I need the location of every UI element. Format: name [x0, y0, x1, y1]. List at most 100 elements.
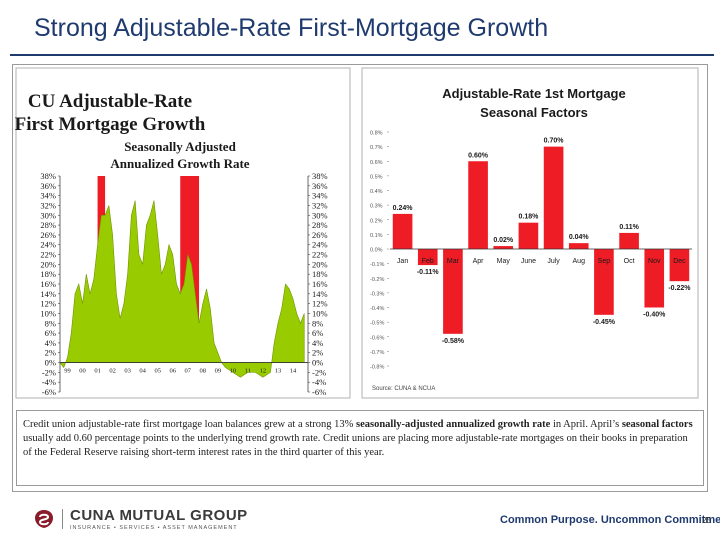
x-tick-label: 05 — [154, 368, 161, 375]
y-tick-right: -6% — [312, 387, 326, 397]
data-label: 0.60% — [468, 152, 489, 159]
bar-may — [493, 246, 514, 249]
x-tick-label: 00 — [79, 368, 86, 375]
data-label: -0.11% — [417, 269, 440, 276]
y-tick-left: 6% — [45, 328, 56, 338]
caption-bold-1: seasonally-adjusted annualized growth ra… — [355, 419, 551, 430]
y-tick-left: 30% — [40, 210, 56, 220]
y-tick-right: 20% — [312, 259, 328, 269]
growth-area-chart: CU Adjustable-Rate First Mortgage Growth… — [15, 67, 351, 399]
y-tick-label: -0.2% — [370, 277, 384, 283]
y-tick-label: -0.4% — [370, 306, 384, 312]
growth-chart-subtitle-line-1: Seasonally Adjusted — [124, 139, 236, 154]
seasonal-chart-title-line-2: Seasonal Factors — [480, 105, 588, 120]
y-tick-right: 10% — [312, 308, 328, 318]
y-tick-right: 0% — [312, 358, 323, 368]
y-tick-right: 26% — [312, 230, 328, 240]
footer-brand-name: CUNA MUTUAL GROUP — [70, 506, 248, 524]
data-label: 0.70% — [544, 138, 565, 145]
bar-sep — [594, 249, 614, 315]
y-tick-label: 0.2% — [370, 218, 383, 224]
x-tick-label: 07 — [185, 368, 192, 375]
y-tick-label: -0.3% — [370, 291, 384, 297]
y-tick-left: 14% — [40, 289, 56, 299]
bar-nov — [644, 249, 665, 308]
y-tick-label: 0.4% — [370, 189, 383, 195]
bar-oct — [619, 232, 639, 249]
slide-title: Strong Adjustable-Rate First-Mortgage Gr… — [34, 14, 549, 42]
seasonal-factors-bar-chart: Adjustable-Rate 1st Mortgage Seasonal Fa… — [361, 67, 699, 399]
y-tick-right: 4% — [312, 338, 323, 348]
seasonal-chart-source: Source: CUNA & NCUA — [372, 386, 435, 392]
y-tick-label: 0.7% — [370, 145, 383, 151]
y-tick-label: -0.6% — [370, 335, 384, 341]
footer-logo: CUNA MUTUAL GROUP INSURANCE • SERVICES •… — [32, 506, 248, 531]
x-tick-label: 12 — [260, 368, 267, 375]
caption-part-3: usually add 0.60 percentage points to th… — [23, 433, 688, 458]
y-tick-right: 38% — [312, 171, 328, 181]
y-tick-label: 0.3% — [370, 204, 383, 210]
x-tick-label: 06 — [169, 368, 176, 375]
y-tick-label: 0.0% — [370, 248, 383, 254]
footer-brand-subtitle: INSURANCE • SERVICES • ASSET MANAGEMENT — [70, 524, 238, 531]
y-tick-left: -4% — [42, 377, 56, 387]
data-label: 0.04% — [569, 234, 590, 241]
x-tick-label: May — [497, 258, 511, 265]
x-tick-label: 01 — [94, 368, 101, 375]
y-tick-right: 24% — [312, 240, 328, 250]
x-tick-label: 14 — [290, 368, 297, 375]
data-label: 0.18% — [518, 214, 539, 221]
y-tick-right: 34% — [312, 191, 328, 201]
y-tick-left: 10% — [40, 308, 56, 318]
y-tick-right: 8% — [312, 318, 323, 328]
y-tick-right: 18% — [312, 269, 328, 279]
y-tick-label: 0.1% — [370, 233, 383, 239]
y-tick-label: -0.1% — [370, 262, 384, 268]
y-tick-left: 38% — [40, 171, 56, 181]
y-tick-right: 28% — [312, 220, 328, 230]
page-number: 25 — [702, 516, 711, 525]
y-tick-left: 2% — [45, 348, 56, 358]
y-tick-right: 16% — [312, 279, 328, 289]
footer-slogan: Common Purpose. Uncommon Commitment. — [500, 514, 720, 526]
x-tick-label: Aug — [573, 258, 586, 265]
x-tick-label: 13 — [275, 368, 282, 375]
y-tick-left: 22% — [40, 250, 56, 260]
y-tick-right: 22% — [312, 250, 328, 260]
y-tick-left: 0% — [45, 358, 56, 368]
y-tick-right: 14% — [312, 289, 328, 299]
y-tick-left: 28% — [40, 220, 56, 230]
y-tick-left: 16% — [40, 279, 56, 289]
y-tick-left: -6% — [42, 387, 56, 397]
y-tick-left: -2% — [42, 367, 56, 377]
x-tick-label: Dec — [673, 258, 686, 265]
data-label: 0.24% — [393, 205, 414, 212]
x-tick-label: June — [521, 258, 536, 265]
data-label: -0.58% — [442, 338, 465, 345]
y-tick-label: 0.8% — [370, 131, 383, 137]
x-tick-label: 02 — [109, 368, 116, 375]
x-tick-label: Nov — [648, 258, 661, 265]
y-tick-label: 0.6% — [370, 160, 383, 166]
caption-part-1: Credit union adjustable-rate first mortg… — [23, 419, 356, 430]
y-tick-right: -2% — [312, 367, 326, 377]
bar-jan — [392, 213, 413, 249]
data-label: 0.02% — [493, 237, 514, 244]
y-tick-label: 0.5% — [370, 174, 383, 180]
y-tick-left: 18% — [40, 269, 56, 279]
caption-bold-2: seasonal factors — [621, 419, 693, 430]
x-tick-label: 09 — [215, 368, 222, 375]
bar-feb — [417, 249, 438, 266]
data-label: -0.40% — [643, 312, 666, 319]
footer-logo-divider — [62, 509, 63, 529]
bar-apr — [468, 161, 488, 249]
growth-area-series — [59, 200, 305, 378]
y-tick-right: 36% — [312, 181, 328, 191]
y-tick-right: 2% — [312, 348, 323, 358]
y-tick-label: -0.7% — [370, 350, 384, 356]
bar-june — [518, 222, 539, 249]
x-tick-label: 03 — [124, 368, 130, 375]
x-tick-label: 11 — [245, 368, 251, 375]
caption-text: Credit union adjustable-rate first mortg… — [16, 410, 704, 486]
y-tick-left: 32% — [40, 200, 56, 210]
